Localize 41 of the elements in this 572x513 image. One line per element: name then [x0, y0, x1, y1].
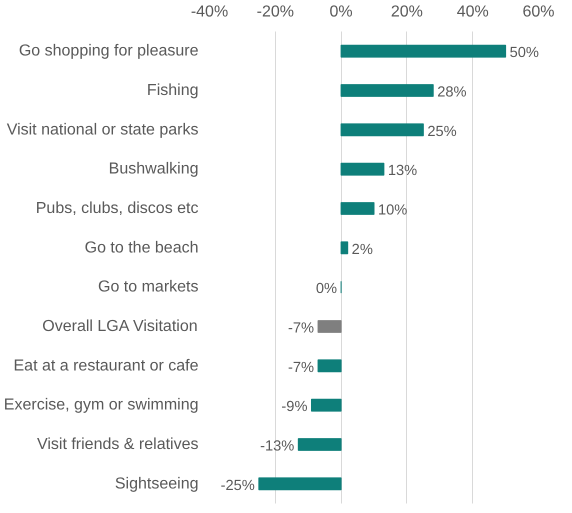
- data-label: -13%: [260, 438, 294, 454]
- y-tick-label: Sightseeing: [114, 475, 199, 492]
- y-tick-label: Fishing: [146, 82, 198, 99]
- data-label: -25%: [220, 478, 255, 494]
- y-tick-label: Pubs, clubs, discos etc: [36, 200, 199, 217]
- x-tick-label: -40%: [190, 4, 228, 20]
- bar: [340, 241, 348, 254]
- bar: [310, 398, 342, 412]
- data-label: 28%: [437, 84, 467, 100]
- x-tick-label: 60%: [522, 4, 555, 20]
- x-tick-label: 20%: [390, 4, 423, 20]
- data-label: 25%: [427, 124, 457, 140]
- y-tick-label: Eat at a restaurant or cafe: [14, 357, 199, 374]
- x-tick-label: -20%: [256, 4, 294, 20]
- data-label: 50%: [510, 45, 539, 62]
- bar: [340, 123, 424, 136]
- y-tick-label: Go to the beach: [84, 239, 198, 256]
- x-tick-label: 40%: [456, 4, 489, 20]
- bar: [258, 477, 342, 490]
- data-label: -9%: [281, 399, 308, 416]
- y-tick-label: Go to markets: [98, 278, 199, 296]
- bar: [340, 202, 374, 215]
- bar: [340, 162, 384, 176]
- y-tick-label: Visit friends & relatives: [36, 436, 198, 453]
- data-label: 2%: [352, 242, 373, 258]
- y-tick-label: Overall LGA Visitation: [42, 318, 198, 335]
- y-tick-label: Exercise, gym or swimming: [4, 396, 198, 414]
- y-tick-label: Bushwalking: [108, 160, 198, 178]
- data-label: 13%: [388, 163, 418, 180]
- x-tick-label: 0%: [330, 4, 353, 20]
- bar: [340, 84, 434, 97]
- data-label: 0%: [316, 281, 338, 298]
- y-tick-label: Go shopping for pleasure: [18, 42, 199, 60]
- data-label: 10%: [378, 202, 408, 218]
- bar: [318, 359, 342, 372]
- bar: [340, 44, 506, 58]
- data-label: -7%: [288, 320, 314, 336]
- bar: [318, 320, 342, 333]
- data-label: -7%: [288, 360, 314, 376]
- y-tick-label: Visit national or state parks: [6, 121, 199, 138]
- bar: [298, 438, 342, 451]
